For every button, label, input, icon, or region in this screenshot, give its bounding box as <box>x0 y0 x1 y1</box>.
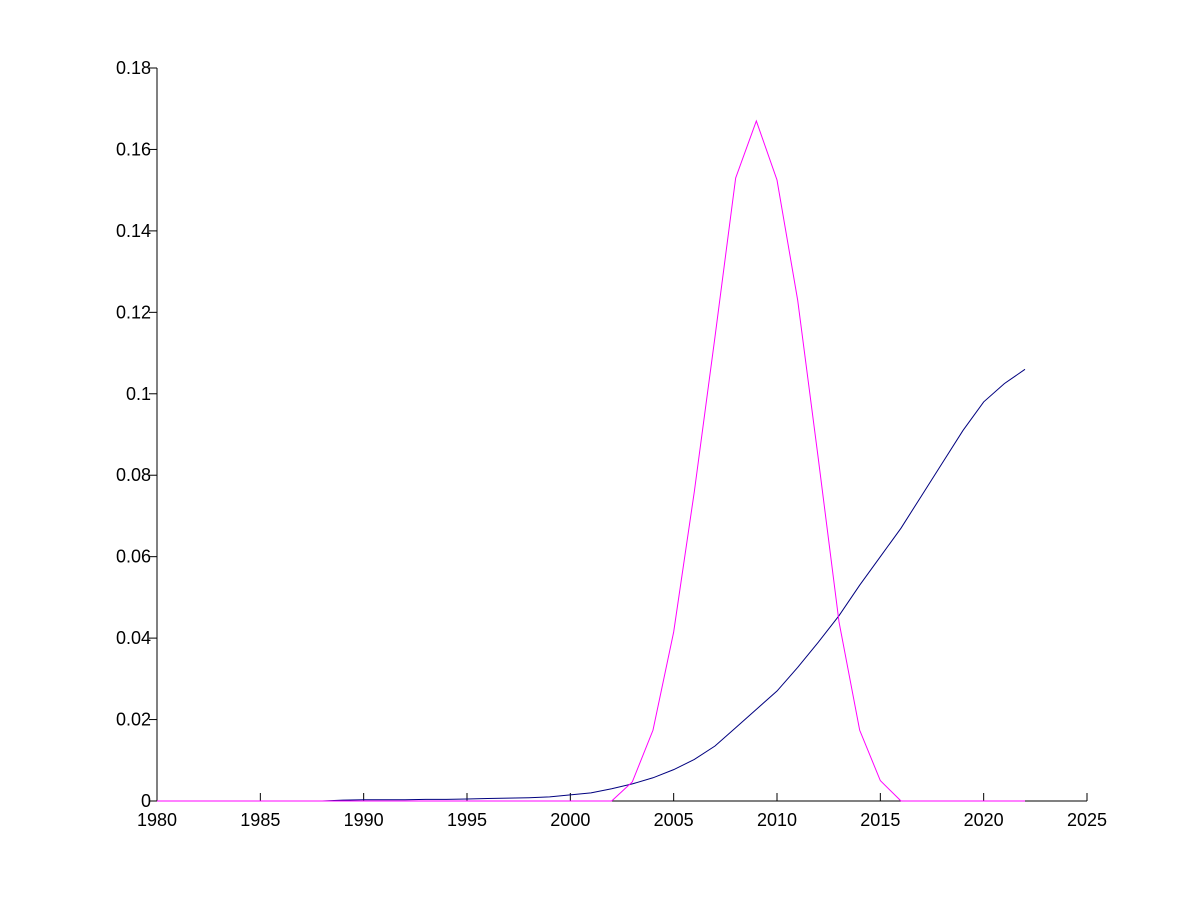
y-tick-label: 0.1 <box>126 384 151 404</box>
y-tick-label: 0.06 <box>116 547 151 567</box>
x-tick-label: 2010 <box>757 810 797 830</box>
x-tick-label: 2020 <box>964 810 1004 830</box>
x-tick-label: 1995 <box>447 810 487 830</box>
y-tick-label: 0.18 <box>116 58 151 78</box>
series-line <box>157 119 1025 802</box>
y-tick-label: 0 <box>141 791 151 811</box>
x-tick-label: 2000 <box>550 810 590 830</box>
y-tick-label: 0.14 <box>116 221 151 241</box>
x-tick-label: 1985 <box>240 810 280 830</box>
x-tick-label: 2005 <box>654 810 694 830</box>
y-tick-label: 0.02 <box>116 710 151 730</box>
y-tick-label: 0.04 <box>116 628 151 648</box>
series-line <box>157 368 1026 802</box>
x-tick-label: 1990 <box>344 810 384 830</box>
y-tick-label: 0.16 <box>116 139 151 159</box>
x-tick-label: 1980 <box>137 810 177 830</box>
x-tick-label: 2015 <box>860 810 900 830</box>
y-tick-label: 0.12 <box>116 302 151 322</box>
x-tick-label: 2025 <box>1067 810 1107 830</box>
y-tick-label: 0.08 <box>116 465 151 485</box>
